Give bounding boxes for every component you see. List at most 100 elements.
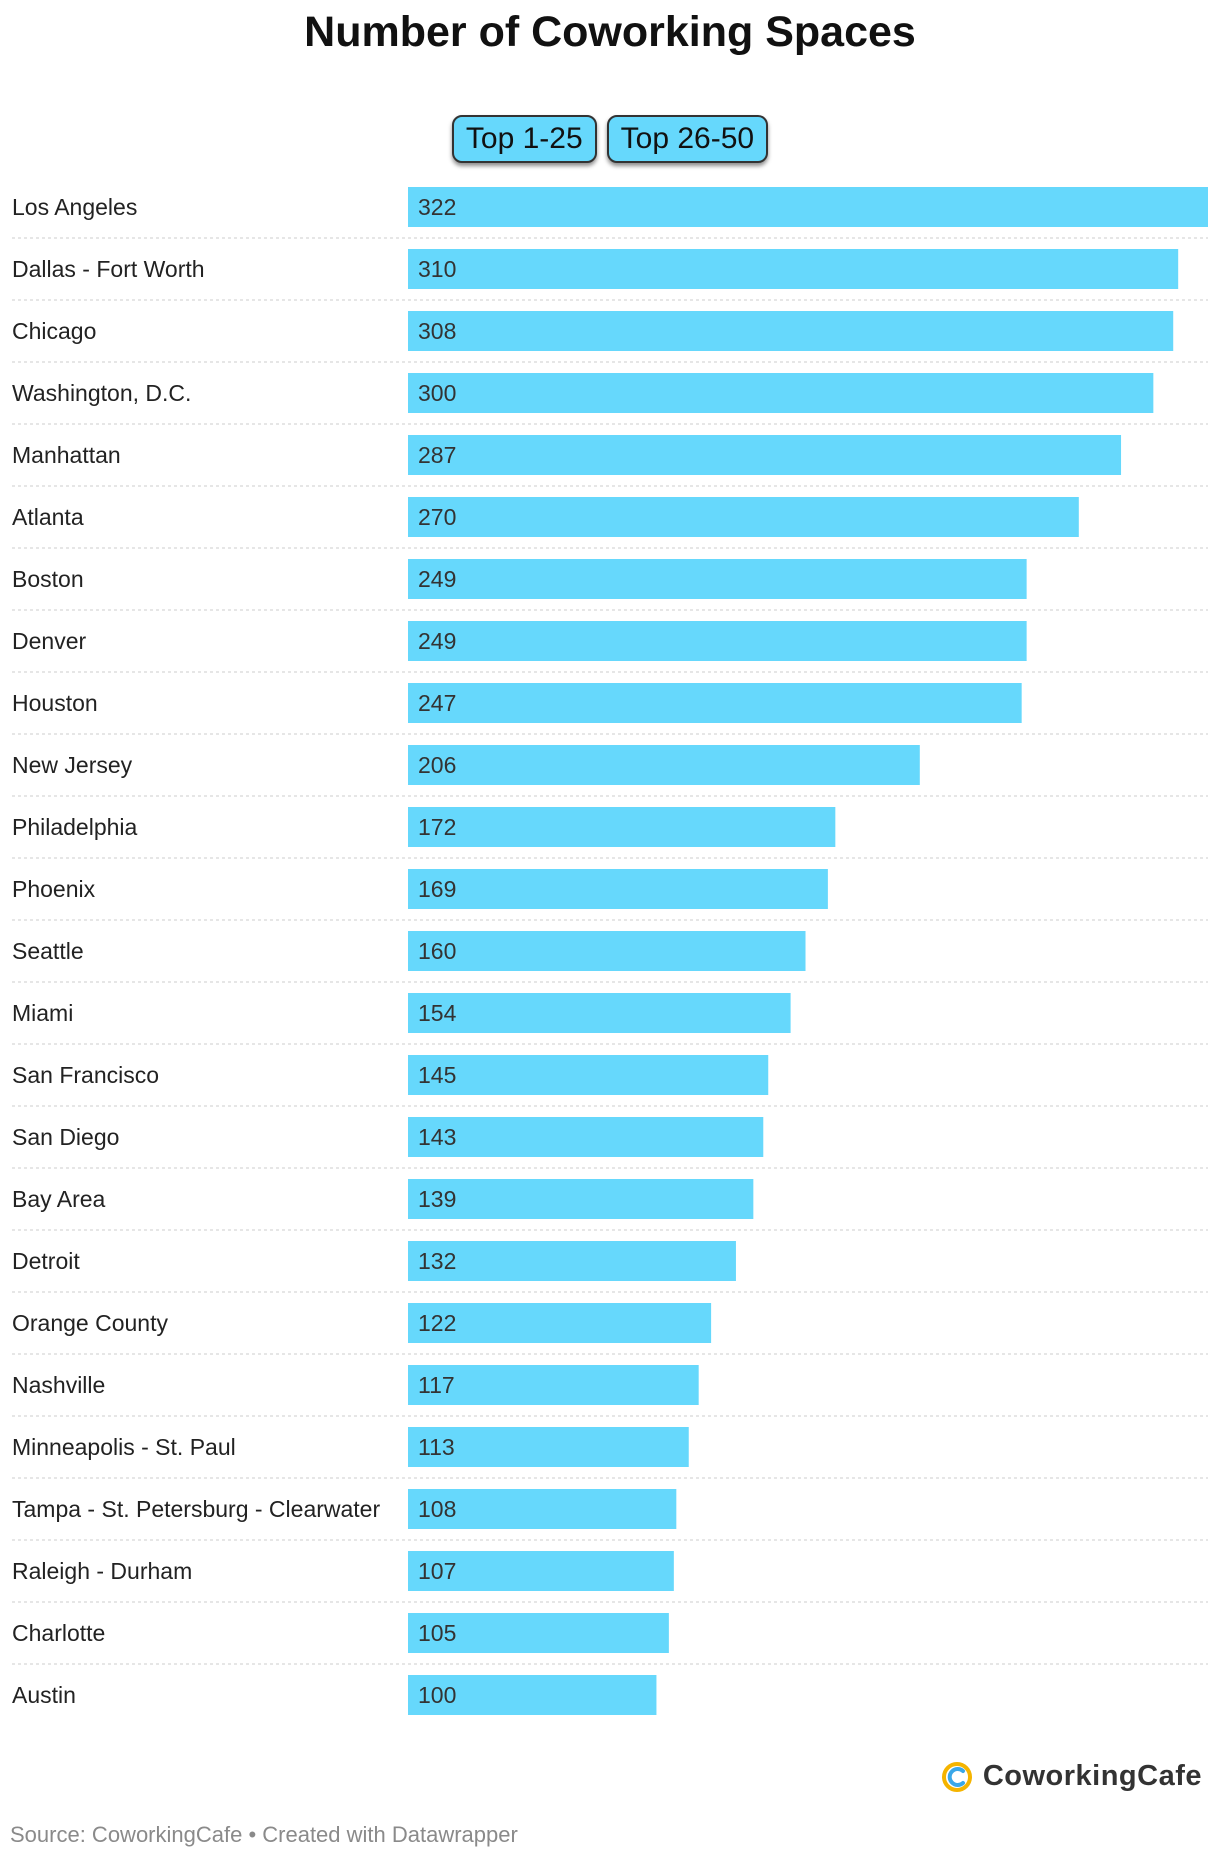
category-label: Philadelphia — [12, 814, 138, 840]
category-label: Orange County — [12, 1310, 168, 1336]
bar-row: Atlanta 270 — [12, 497, 1208, 549]
bar-row: Houston 247 — [12, 683, 1208, 735]
category-label: Seattle — [12, 938, 84, 964]
toggle-group: Top 1-25 Top 26-50 — [0, 115, 1220, 163]
value-label: 122 — [418, 1310, 456, 1336]
value-label: 145 — [418, 1062, 456, 1088]
bar — [408, 1613, 669, 1653]
value-label: 139 — [418, 1186, 456, 1212]
bar — [408, 621, 1027, 661]
chart-title: Number of Coworking Spaces — [304, 8, 916, 56]
bar — [408, 1365, 699, 1405]
value-label: 117 — [418, 1372, 455, 1398]
value-label: 108 — [418, 1496, 456, 1522]
category-label: Dallas - Fort Worth — [12, 256, 205, 282]
value-label: 169 — [418, 876, 456, 902]
bar-row: Washington, D.C. 300 — [12, 373, 1208, 425]
value-label: 322 — [418, 194, 456, 220]
bar — [408, 435, 1122, 475]
category-label: Atlanta — [12, 504, 84, 530]
toggle-top-1-25[interactable]: Top 1-25 — [451, 115, 597, 163]
bar-row: San Diego 143 — [12, 1117, 1208, 1169]
bar — [408, 807, 836, 847]
bar — [408, 931, 806, 971]
bar-row: Austin 100 — [12, 1675, 657, 1715]
category-label: Austin — [12, 1682, 76, 1708]
bar-row: Raleigh - Durham 107 — [12, 1551, 1208, 1603]
value-label: 160 — [418, 938, 456, 964]
value-label: 206 — [418, 752, 456, 778]
category-label: Boston — [12, 566, 84, 592]
bar — [408, 497, 1079, 537]
bar — [408, 249, 1179, 289]
logo-text: CoworkingCafe — [982, 1760, 1202, 1792]
bar-row: Detroit 132 — [12, 1241, 1208, 1293]
bar — [408, 1303, 712, 1343]
bar-row: Chicago 308 — [12, 311, 1208, 363]
value-label: 249 — [418, 566, 456, 592]
toggle-top-26-50[interactable]: Top 26-50 — [606, 115, 769, 163]
bar-row: Tampa - St. Petersburg - Clearwater 108 — [12, 1489, 1208, 1541]
bar — [408, 1427, 689, 1467]
bar-chart: Los Angeles 322 Dallas - Fort Worth 310 Chic… — [12, 187, 1208, 1715]
category-label: Chicago — [12, 318, 96, 344]
bar — [408, 869, 828, 909]
bar-row: Minneapolis - St. Paul 113 — [12, 1427, 1208, 1479]
value-label: 308 — [418, 318, 456, 344]
bar — [408, 683, 1022, 723]
bar-row: Phoenix 169 — [12, 869, 1208, 921]
category-label: San Diego — [12, 1124, 119, 1150]
bar — [408, 1055, 769, 1095]
category-label: Washington, D.C. — [12, 380, 191, 406]
coworkingcafe-logo: CoworkingCafe — [941, 1760, 1202, 1793]
bar — [408, 1551, 674, 1591]
bar-row: Nashville 117 — [12, 1365, 1208, 1417]
category-label: Miami — [12, 1000, 73, 1026]
coworkingcafe-logo-icon — [941, 1761, 972, 1792]
category-label: Minneapolis - St. Paul — [12, 1434, 236, 1460]
bar — [408, 745, 920, 785]
bar-row: Orange County 122 — [12, 1303, 1208, 1355]
bar-row: New Jersey 206 — [12, 745, 1208, 797]
bar-row: Denver 249 — [12, 621, 1208, 673]
value-label: 310 — [418, 256, 456, 282]
category-label: Bay Area — [12, 1186, 106, 1212]
category-label: Detroit — [12, 1248, 80, 1274]
bar-row: Charlotte 105 — [12, 1613, 1208, 1665]
category-label: Tampa - St. Petersburg - Clearwater — [12, 1496, 380, 1522]
bar-row: Manhattan 287 — [12, 435, 1208, 487]
value-label: 107 — [418, 1558, 456, 1584]
value-label: 270 — [418, 504, 456, 530]
category-label: Manhattan — [12, 442, 121, 468]
bar-row: Seattle 160 — [12, 931, 1208, 983]
bar — [408, 1241, 736, 1281]
bar-row: Miami 154 — [12, 993, 1208, 1045]
bar — [408, 1489, 677, 1529]
value-label: 287 — [418, 442, 456, 468]
bar — [408, 311, 1174, 351]
value-label: 300 — [418, 380, 456, 406]
value-label: 105 — [418, 1620, 456, 1646]
category-label: Phoenix — [12, 876, 96, 902]
bar — [408, 559, 1027, 599]
category-label: Los Angeles — [12, 194, 137, 220]
value-label: 154 — [418, 1000, 457, 1026]
bar-row: Los Angeles 322 — [12, 187, 1208, 239]
bar — [408, 1179, 754, 1219]
bar-row: Boston 249 — [12, 559, 1208, 611]
bar-row: Philadelphia 172 — [12, 807, 1208, 859]
value-label: 247 — [418, 690, 456, 716]
bar — [408, 1675, 657, 1715]
value-label: 132 — [418, 1248, 456, 1274]
category-label: Charlotte — [12, 1620, 105, 1646]
bar — [408, 187, 1208, 227]
category-label: Houston — [12, 690, 98, 716]
bar — [408, 373, 1154, 413]
category-label: San Francisco — [12, 1062, 159, 1088]
bar-row: Dallas - Fort Worth 310 — [12, 249, 1208, 301]
bar-row: San Francisco 145 — [12, 1055, 1208, 1107]
category-label: Raleigh - Durham — [12, 1558, 192, 1584]
value-label: 100 — [418, 1682, 456, 1708]
value-label: 113 — [418, 1434, 455, 1460]
value-label: 172 — [418, 814, 456, 840]
